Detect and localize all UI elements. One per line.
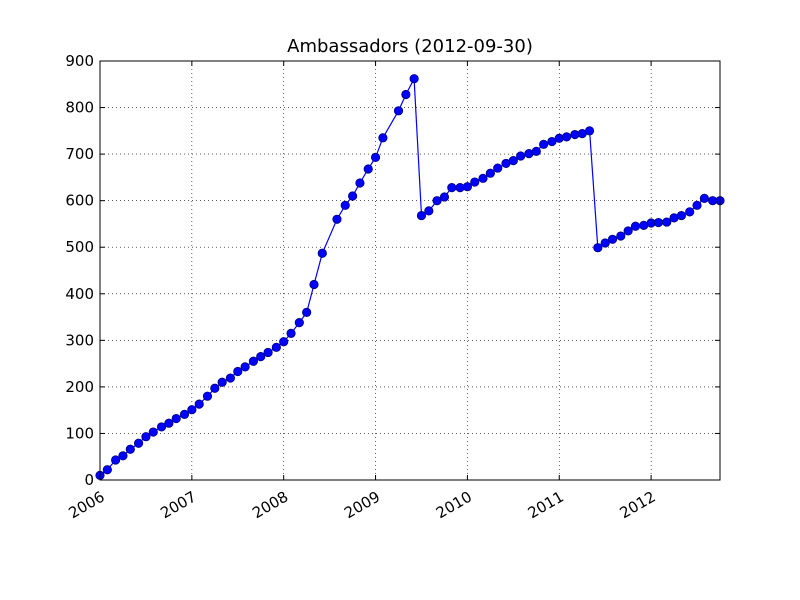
data-point [133,438,144,448]
data-point [156,422,167,432]
data-point [593,243,603,253]
data-point [202,391,213,401]
data-point [584,126,595,136]
y-tick-label: 700 [65,145,94,163]
data-point [164,418,174,428]
chart-title: Ambassadors (2012-09-30) [287,36,533,57]
data-point [111,455,121,465]
y-tick-label: 300 [65,331,94,349]
series-line [99,76,720,476]
y-tick-label: 600 [65,192,94,210]
data-point [607,234,618,244]
grid [99,60,720,481]
data-point [217,377,227,387]
data-point [317,248,327,258]
data-point [432,196,442,206]
y-tick-label: 500 [65,238,94,256]
x-tick-label: 2007 [157,488,199,523]
data-point [393,106,404,116]
data-point [286,328,296,338]
data-point [148,427,158,437]
data-point [279,337,289,347]
data-point [332,214,342,224]
data-point [493,163,503,173]
y-tick-label: 800 [65,99,94,117]
data-point [692,200,702,210]
y-tick-label: 400 [65,285,94,303]
data-point [225,373,236,383]
data-point [554,133,564,143]
x-tick-label: 2011 [525,488,567,523]
data-point [485,168,495,178]
x-tick-label: 2008 [249,488,291,523]
data-point [676,210,687,221]
data-point [416,210,427,221]
x-axis: 2006 2007 2008 2009 2010 2011 2012 [66,61,659,522]
data-point [370,152,381,162]
data-point [340,200,350,210]
data-point [409,74,419,84]
data-point [355,178,365,188]
x-tick-label: 2006 [66,488,108,523]
data-point [653,217,664,228]
x-tick-label: 2009 [341,488,383,523]
data-point [539,139,549,149]
data-point [248,356,258,366]
y-axis: 0 100 200 300 400 500 600 700 800 900 [65,52,720,489]
plot-frame [99,60,721,481]
data-point [616,231,626,241]
y-tick-label: 900 [65,52,94,70]
data-point [662,217,672,227]
data-point [171,413,181,424]
data-point [263,347,273,358]
data-point [125,444,135,454]
data-point [194,399,204,409]
data-point [102,465,112,475]
data-point [363,164,373,174]
data-point [462,182,473,192]
x-tick-label: 2010 [433,488,475,523]
data-point [141,432,151,442]
data-point [118,451,128,461]
data-point [508,156,518,166]
data-point [256,352,266,362]
data-point [699,193,709,203]
data-point [685,207,695,217]
data-point [210,383,220,393]
data-point [401,89,411,100]
data-point [240,362,250,372]
data-point [271,342,281,352]
data-point [424,206,434,216]
data-point [562,132,572,142]
data-point [302,307,312,317]
y-tick-label: 0 [84,471,94,489]
data-point [309,279,319,290]
data-point [531,146,541,156]
data-point [233,366,243,377]
series [95,74,725,480]
data-point [478,173,488,183]
data-point [630,221,641,231]
data-point [439,192,450,202]
data-point [179,409,190,419]
y-tick-label: 100 [65,424,94,442]
y-tick-label: 200 [65,378,94,396]
x-tick-label: 2012 [617,488,659,523]
data-point [347,191,358,201]
data-point [447,183,457,193]
data-point [516,151,526,161]
data-point [187,405,197,415]
data-point [623,226,633,236]
data-point [600,238,610,248]
data-point [294,318,304,328]
data-point [378,133,388,143]
data-point [470,177,480,187]
